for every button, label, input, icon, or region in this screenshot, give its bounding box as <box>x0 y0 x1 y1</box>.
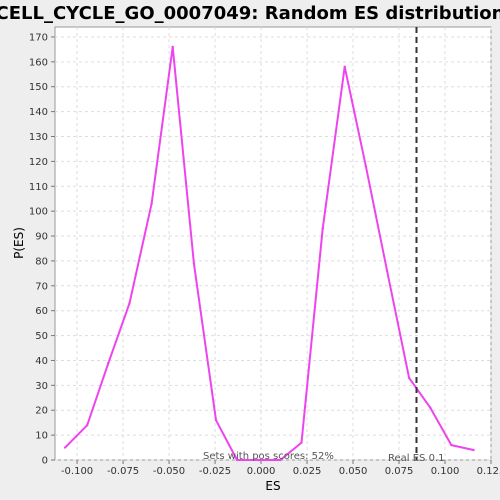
y-tick-label: 100 <box>29 207 48 218</box>
x-axis-label: ES <box>265 479 280 493</box>
data-point <box>364 165 368 168</box>
es-distribution-line <box>64 45 474 461</box>
x-tick-label: 0.050 <box>339 466 368 477</box>
data-point <box>235 458 239 462</box>
y-tick-label: 70 <box>35 281 48 292</box>
y-tick-label: 40 <box>35 356 48 367</box>
y-tick-label: 30 <box>35 381 48 392</box>
y-tick-label: 50 <box>35 331 48 342</box>
data-point <box>472 448 475 452</box>
data-point <box>407 376 411 380</box>
plot-area <box>54 26 492 461</box>
data-point <box>321 227 324 230</box>
y-tick-label: 110 <box>29 182 48 193</box>
grid-lines <box>55 27 492 461</box>
x-tick-label: -0.025 <box>199 466 231 477</box>
chart-title: CELL_CYCLE_GO_0007049: Random ES distrib… <box>0 3 500 24</box>
x-tick-label: 0.025 <box>293 466 322 477</box>
data-point <box>343 65 346 69</box>
data-point <box>85 423 89 427</box>
data-point <box>450 443 453 447</box>
x-tick-label: 0.000 <box>247 466 276 477</box>
y-tick-label: 170 <box>29 32 48 43</box>
x-tick-label: -0.050 <box>153 466 185 477</box>
y-axis-label: P(ES) <box>12 227 26 259</box>
data-point <box>257 458 260 462</box>
data-point <box>279 458 282 462</box>
y-tick-label: 120 <box>29 157 48 168</box>
y-tick-label: 0 <box>42 456 48 467</box>
data-point <box>429 406 432 409</box>
x-tick-label: 0.125 <box>477 466 500 477</box>
y-tick-label: 90 <box>35 232 48 243</box>
real-es-label: Real ES 0.1 <box>388 453 444 464</box>
y-tick-label: 140 <box>29 107 48 118</box>
y-axis: 0 10 20 30 40 50 60 70 80 90 100 110 120 130 140 150 160… <box>29 32 55 467</box>
y-tick-label: 20 <box>35 406 48 417</box>
sets-annotation: Sets with pos scores: 52% <box>203 451 334 462</box>
x-tick-label: 0.075 <box>385 466 414 477</box>
data-point <box>128 302 131 305</box>
x-tick-label: 0.100 <box>431 466 460 477</box>
y-tick-label: 10 <box>35 431 48 442</box>
data-point <box>214 418 218 422</box>
y-tick-label: 60 <box>35 306 48 317</box>
x-axis: -0.100 -0.075 -0.050 -0.025 0.000 0.025 0.050 0… <box>61 460 500 477</box>
x-tick-label: -0.100 <box>61 466 93 477</box>
y-tick-label: 80 <box>35 256 48 267</box>
x-tick-label: -0.075 <box>107 466 139 477</box>
data-point <box>171 45 174 49</box>
data-point <box>385 269 389 273</box>
data-point <box>300 441 303 444</box>
data-point <box>107 361 110 365</box>
data-point <box>192 262 196 265</box>
data-point <box>63 446 67 449</box>
series-layer <box>63 45 475 462</box>
y-tick-label: 150 <box>29 82 48 93</box>
y-tick-label: 160 <box>29 57 48 68</box>
data-point <box>150 202 153 205</box>
y-tick-label: 130 <box>29 132 48 143</box>
